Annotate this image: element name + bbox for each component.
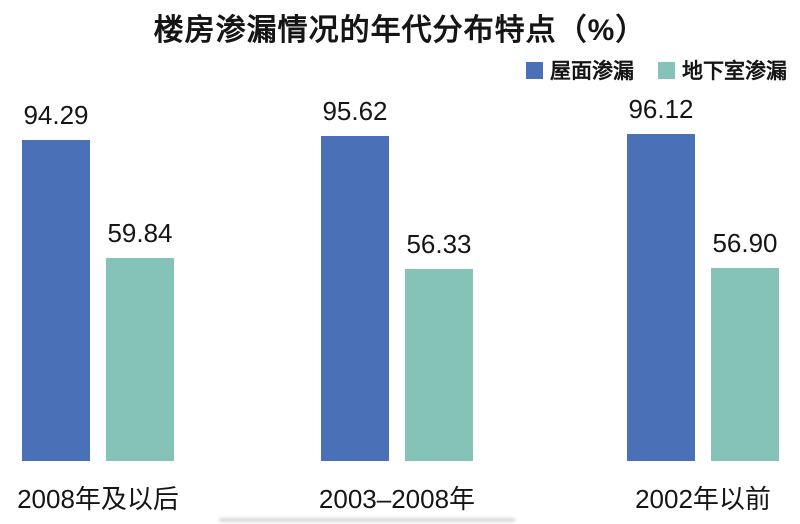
chart-title: 楼房渗漏情况的年代分布特点（%）: [153, 14, 647, 47]
category-label: 2003–2008年: [318, 484, 476, 514]
value-label: 59.84: [107, 218, 173, 248]
value-label: 96.12: [628, 94, 694, 124]
plot-area: 94.29 59.84 95.62 56.33 96.12 56.90: [0, 94, 800, 461]
basement-leakage-bar: [106, 258, 174, 461]
legend-item-basement-leakage: 地下室渗漏: [658, 55, 787, 85]
legend: 屋面渗漏 地下室渗漏: [526, 55, 787, 85]
category-label: 2008年及以后: [17, 484, 179, 514]
basement-leakage-bar: [405, 269, 473, 461]
legend-label: 地下室渗漏: [682, 60, 787, 83]
category-label: 2002年以前: [635, 484, 771, 514]
basement-leakage-swatch-icon: [658, 61, 675, 79]
basement-leakage-bar: [711, 268, 779, 461]
roof-leakage-swatch-icon: [526, 61, 543, 79]
roof-leakage-bar: [22, 140, 90, 461]
legend-label: 屋面渗漏: [550, 60, 634, 83]
roof-leakage-bar: [627, 134, 695, 461]
value-label: 95.62: [322, 96, 388, 126]
scan-artifact: [219, 518, 515, 522]
roof-leakage-bar: [321, 136, 389, 461]
value-label: 56.33: [406, 229, 472, 259]
value-label: 56.90: [712, 228, 778, 258]
value-label: 94.29: [23, 100, 89, 130]
legend-item-roof-leakage: 屋面渗漏: [526, 55, 634, 85]
